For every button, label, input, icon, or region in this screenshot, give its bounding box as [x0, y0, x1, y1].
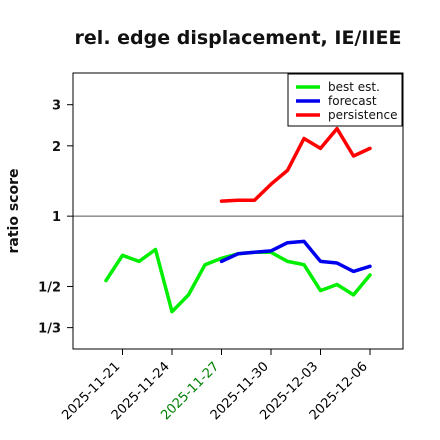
- y-tick-label: 2: [52, 140, 61, 155]
- chart-title: rel. edge displacement, IE/IIEE: [75, 27, 402, 49]
- series-line-forecast: [219, 239, 372, 274]
- series-line-best-est: [104, 247, 372, 314]
- legend-label: forecast: [328, 94, 377, 108]
- y-tick-label: 3: [52, 99, 61, 114]
- series-layer: [104, 126, 372, 314]
- x-axis: 2025-11-212025-11-242025-11-272025-11-30…: [59, 349, 371, 423]
- y-tick-label: 1/2: [38, 280, 61, 295]
- y-tick-label: 1: [52, 210, 61, 225]
- plot-frame: [72, 72, 404, 350]
- legend-label: persistence: [328, 108, 397, 122]
- y-tick-label: 1/3: [38, 322, 61, 337]
- y-axis: 1/3 1/2 1 2 3: [38, 99, 73, 337]
- y-axis-label: ratio score: [6, 169, 22, 254]
- legend-label: best est.: [328, 80, 380, 94]
- series-line-persistence: [219, 126, 372, 203]
